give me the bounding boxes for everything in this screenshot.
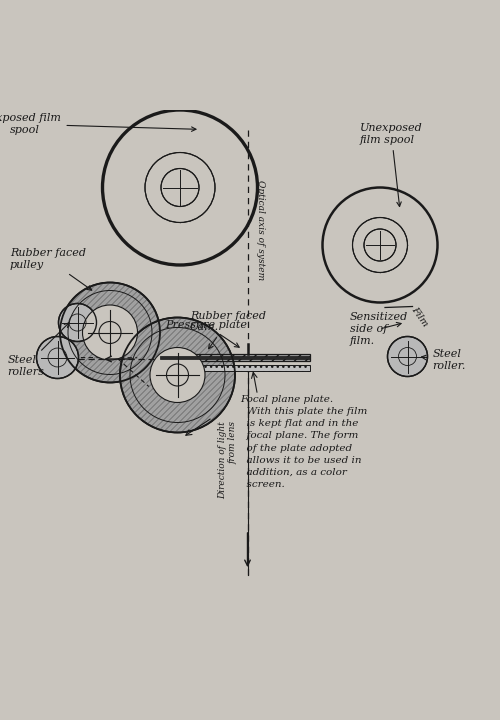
- Circle shape: [82, 305, 138, 360]
- Bar: [160, 354, 310, 361]
- Circle shape: [166, 364, 188, 386]
- Text: Sensitized
side of
film.: Sensitized side of film.: [350, 312, 408, 346]
- Text: Rubber faced
pulley: Rubber faced pulley: [10, 248, 92, 290]
- Circle shape: [58, 304, 96, 341]
- Text: Rubber faced
Cam.: Rubber faced Cam.: [190, 311, 266, 348]
- Text: Steel
roller.: Steel roller.: [422, 349, 466, 371]
- Text: Focal plane plate.
  With this plate the film
  is kept flat and in the
  focal : Focal plane plate. With this plate the f…: [240, 395, 368, 489]
- Circle shape: [36, 336, 78, 379]
- Circle shape: [161, 168, 199, 207]
- Text: Unexposed
film spool: Unexposed film spool: [360, 123, 423, 207]
- Circle shape: [145, 153, 215, 222]
- Text: Direction of light
from lens: Direction of light from lens: [218, 421, 238, 499]
- Text: Film: Film: [410, 305, 430, 328]
- Bar: [160, 364, 310, 371]
- Text: Pressure plate: Pressure plate: [165, 320, 247, 347]
- Text: Exposed film
spool: Exposed film spool: [0, 113, 196, 135]
- Bar: [160, 356, 310, 359]
- Circle shape: [150, 348, 205, 402]
- Circle shape: [99, 322, 121, 343]
- Text: Optical axis of system: Optical axis of system: [256, 180, 266, 280]
- Circle shape: [352, 217, 408, 272]
- Circle shape: [60, 282, 160, 382]
- Circle shape: [364, 229, 396, 261]
- Circle shape: [120, 318, 235, 433]
- Text: Steel
rollers: Steel rollers: [8, 323, 69, 377]
- Circle shape: [388, 336, 428, 377]
